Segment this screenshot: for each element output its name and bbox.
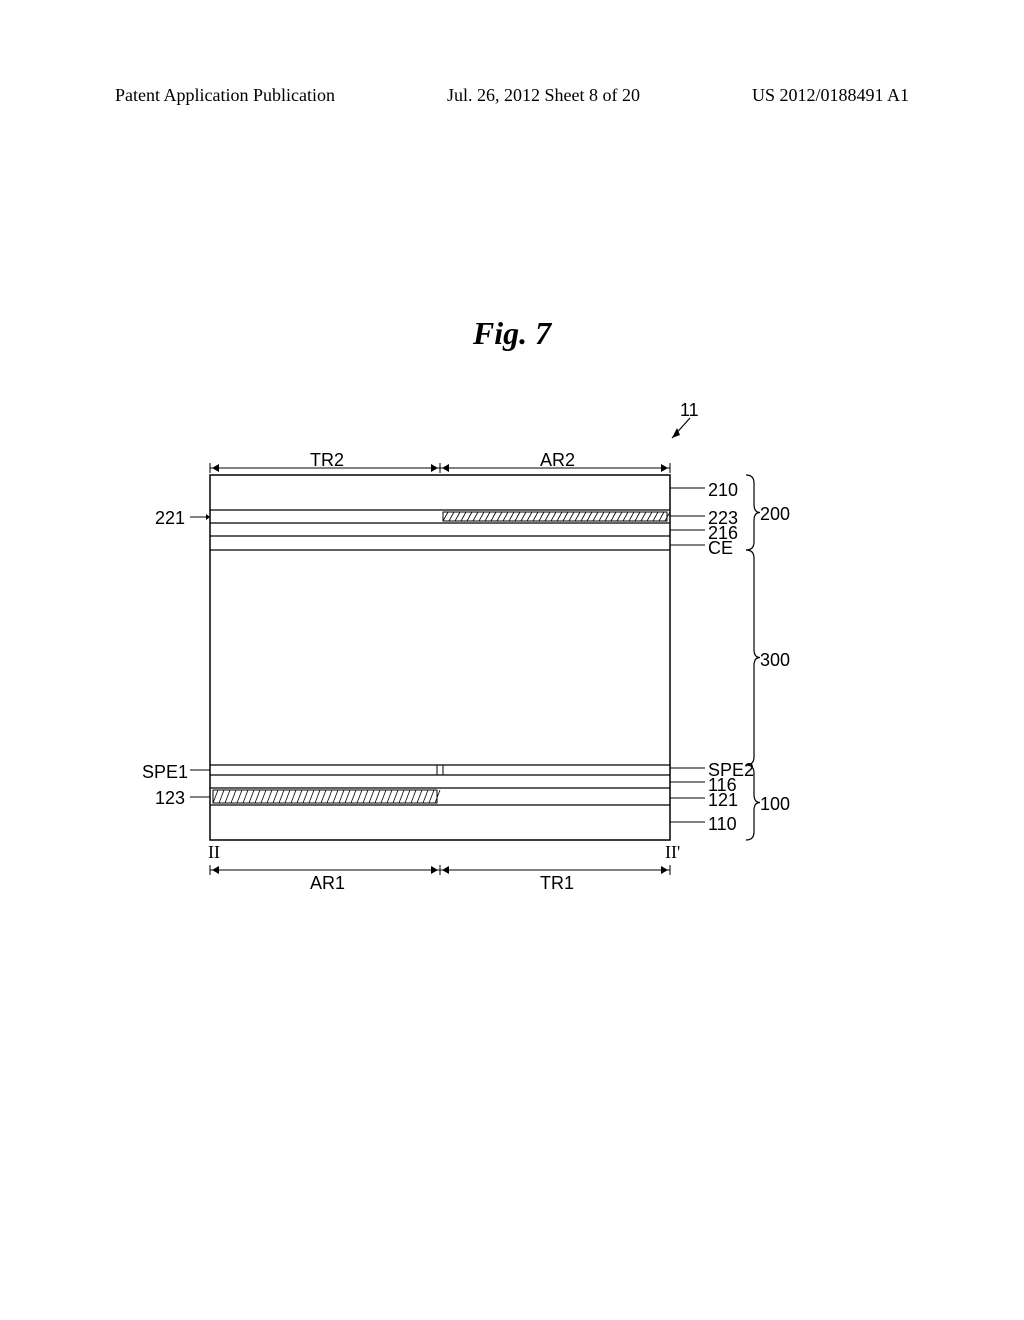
page-header: Patent Application Publication Jul. 26, … bbox=[0, 85, 1024, 106]
label-200: 200 bbox=[760, 504, 790, 525]
label-123: 123 bbox=[155, 788, 185, 809]
label-300: 300 bbox=[760, 650, 790, 671]
label-tr1: TR1 bbox=[540, 873, 574, 894]
figure-canvas: 11 TR2 AR2 AR1 TR1 II II' 221 SPE1 123 2… bbox=[150, 410, 870, 900]
ref-marker: 11 bbox=[680, 400, 699, 421]
label-ar2: AR2 bbox=[540, 450, 575, 471]
label-221: 221 bbox=[155, 508, 185, 529]
label-ce: CE bbox=[708, 538, 733, 559]
header-mid: Jul. 26, 2012 Sheet 8 of 20 bbox=[447, 85, 640, 106]
label-ar1: AR1 bbox=[310, 873, 345, 894]
section-mark-right: II' bbox=[665, 842, 680, 863]
label-spe1: SPE1 bbox=[142, 762, 188, 783]
label-110: 110 bbox=[708, 814, 737, 835]
header-right: US 2012/0188491 A1 bbox=[752, 85, 909, 106]
section-mark-left: II bbox=[208, 842, 220, 863]
label-121: 121 bbox=[708, 790, 738, 811]
label-tr2: TR2 bbox=[310, 450, 344, 471]
header-left: Patent Application Publication bbox=[115, 85, 335, 106]
label-210: 210 bbox=[708, 480, 738, 501]
figure-title: Fig. 7 bbox=[0, 315, 1024, 352]
label-100: 100 bbox=[760, 794, 790, 815]
